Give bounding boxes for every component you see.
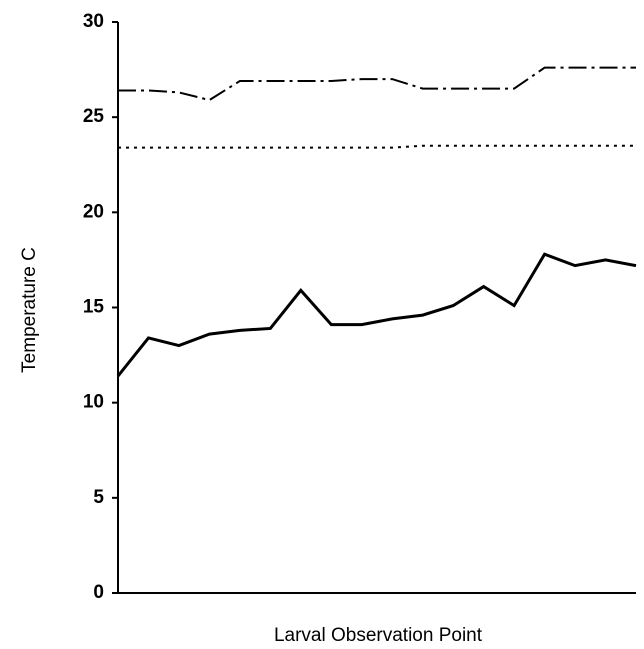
y-axis-title: Temperature C [19,247,40,373]
series-line [118,66,636,102]
series-line [118,144,636,149]
y-tick-label: 30 [83,11,104,32]
y-tick-label: 15 [83,297,105,318]
y-tick-label: 10 [83,392,104,413]
y-tick-label: 0 [93,582,104,603]
y-tick-label: 20 [83,201,104,222]
series-line [116,252,637,377]
x-axis-title: Larval Observation Point [274,625,483,646]
y-tick-label: 5 [93,487,104,508]
y-tick-label: 25 [83,106,105,127]
